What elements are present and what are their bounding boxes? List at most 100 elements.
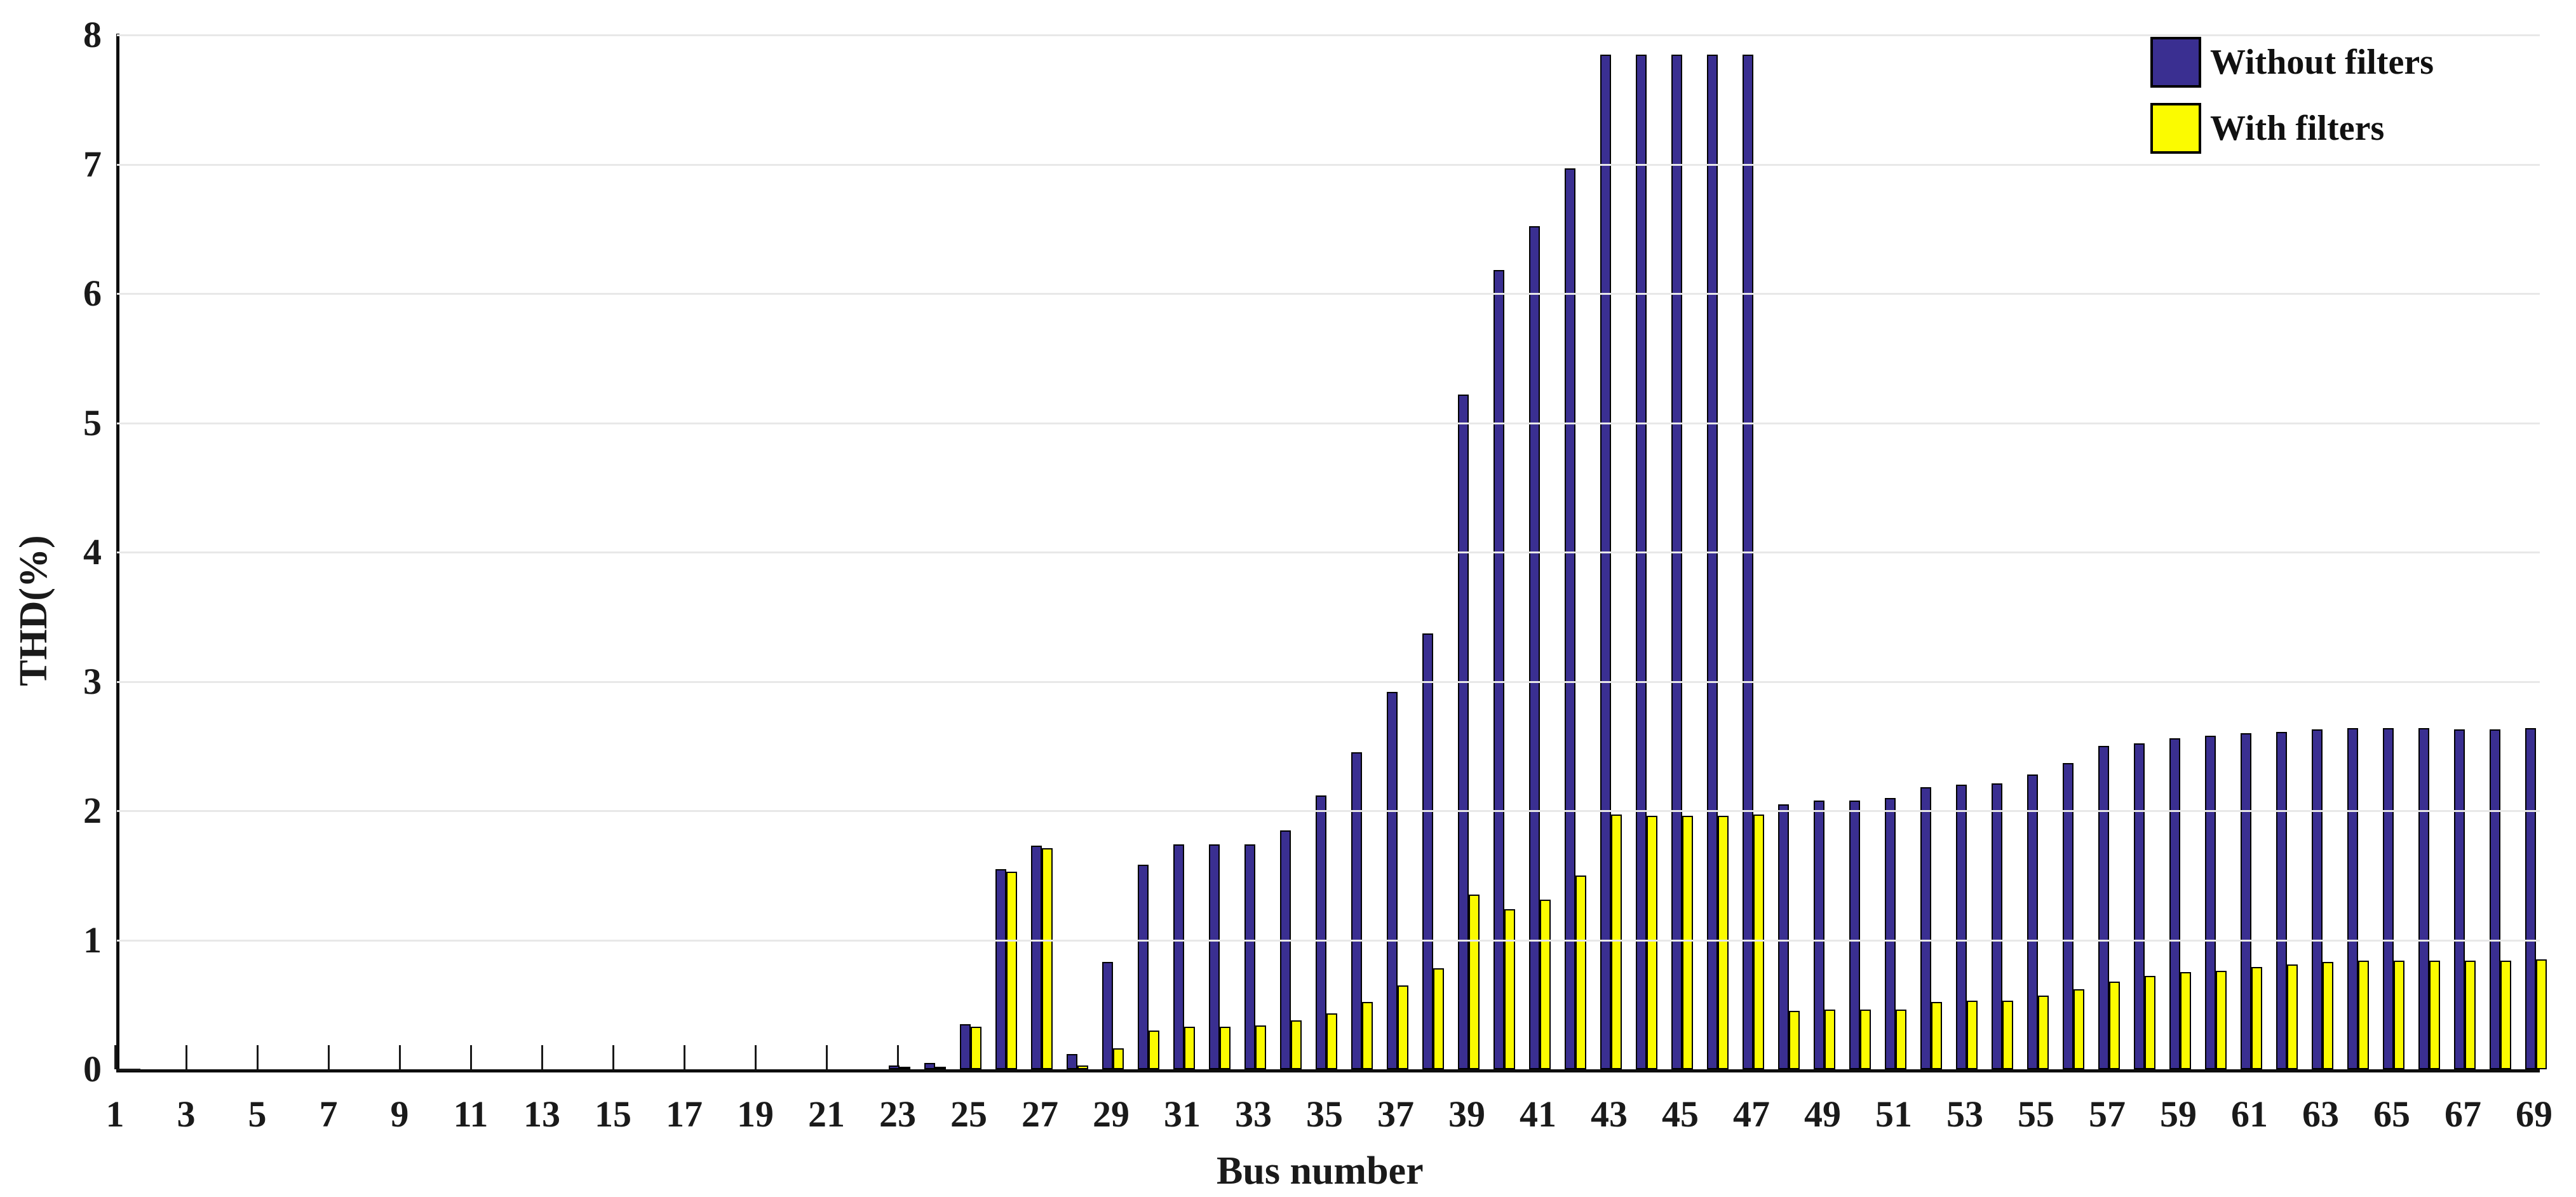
bar-without-filters-bus-45: [1671, 55, 1682, 1069]
bar-without-filters-bus-40: [1494, 270, 1504, 1069]
bar-without-filters-bus-49: [1814, 801, 1824, 1069]
bar-without-filters-bus-37: [1387, 692, 1398, 1069]
bar-without-filters-bus-33: [1244, 844, 1255, 1069]
gridline-y-1: [117, 939, 2540, 942]
bar-with-filters-bus-30: [1149, 1031, 1159, 1069]
bar-with-filters-bus-62: [2287, 964, 2298, 1069]
bar-with-filters-bus-65: [2394, 961, 2404, 1069]
x-tick-label-39: 39: [1448, 1093, 1485, 1135]
navy-square-swatch: [2150, 37, 2201, 88]
x-tick-label-7: 7: [319, 1093, 338, 1135]
x-tick-17: [684, 1045, 685, 1069]
x-tick-label-27: 27: [1022, 1093, 1058, 1135]
x-axis-line: [116, 1069, 2540, 1072]
x-tick-19: [755, 1045, 757, 1069]
x-tick-label-21: 21: [808, 1093, 845, 1135]
bar-with-filters-bus-39: [1469, 895, 1480, 1069]
gridline-y-6: [117, 293, 2540, 295]
bar-without-filters-bus-59: [2169, 738, 2180, 1069]
y-tick-label-5: 5: [83, 402, 102, 443]
bar-with-filters-bus-24: [935, 1067, 946, 1069]
bar-with-filters-bus-35: [1326, 1013, 1337, 1069]
x-tick-label-5: 5: [248, 1093, 267, 1135]
x-tick-label-3: 3: [177, 1093, 196, 1135]
bar-with-filters-bus-69: [2536, 959, 2547, 1069]
x-axis-title: Bus number: [1217, 1149, 1424, 1193]
bar-without-filters-bus-47: [1743, 55, 1753, 1069]
bar-with-filters-bus-32: [1220, 1027, 1231, 1069]
y-tick-label-7: 7: [83, 143, 102, 185]
x-tick-label-13: 13: [523, 1093, 560, 1135]
bar-without-filters-bus-31: [1173, 844, 1184, 1069]
bar-without-filters-bus-27: [1031, 846, 1042, 1069]
x-tick-label-9: 9: [390, 1093, 409, 1135]
bar-without-filters-bus-34: [1280, 830, 1291, 1069]
bar-with-filters-bus-23: [900, 1067, 910, 1069]
bar-with-filters-bus-47: [1753, 815, 1764, 1069]
bar-without-filters-bus-24: [924, 1063, 935, 1069]
x-tick-label-63: 63: [2302, 1093, 2339, 1135]
x-tick-label-65: 65: [2373, 1093, 2410, 1135]
bar-without-filters-bus-55: [2027, 774, 2038, 1069]
bar-with-filters-bus-26: [1006, 872, 1017, 1069]
bar-with-filters-bus-52: [1931, 1002, 1942, 1069]
bar-without-filters-bus-38: [1422, 633, 1433, 1069]
bar-with-filters-bus-38: [1433, 968, 1444, 1069]
x-tick-15: [612, 1045, 614, 1069]
bar-without-filters-bus-58: [2134, 743, 2145, 1069]
bar-without-filters-bus-57: [2098, 746, 2109, 1069]
bar-with-filters-bus-45: [1682, 816, 1693, 1069]
x-tick-label-45: 45: [1662, 1093, 1699, 1135]
x-tick-5: [257, 1045, 259, 1069]
y-tick-label-0: 0: [83, 1048, 102, 1090]
bar-with-filters-bus-51: [1896, 1010, 1906, 1069]
bar-without-filters-bus-54: [1992, 783, 2002, 1069]
gridline-y-5: [117, 422, 2540, 424]
bar-without-filters-bus-23: [889, 1065, 900, 1069]
x-tick-label-31: 31: [1164, 1093, 1201, 1135]
x-tick-11: [470, 1045, 472, 1069]
bar-with-filters-bus-63: [2323, 962, 2333, 1069]
x-tick-label-43: 43: [1591, 1093, 1628, 1135]
x-tick-label-55: 55: [2018, 1093, 2054, 1135]
bar-with-filters-bus-33: [1255, 1025, 1266, 1069]
bar-without-filters-bus-60: [2205, 736, 2216, 1069]
y-tick-0: [118, 1069, 140, 1071]
yellow-square-swatch: [2150, 103, 2201, 154]
x-tick-label-25: 25: [950, 1093, 987, 1135]
bar-without-filters-bus-35: [1316, 795, 1326, 1069]
bar-with-filters-bus-27: [1042, 848, 1053, 1069]
bar-with-filters-bus-58: [2145, 976, 2155, 1069]
legend-item-without-filters: Without filters: [2150, 37, 2434, 88]
bar-without-filters-bus-51: [1885, 798, 1896, 1069]
x-tick-13: [541, 1045, 543, 1069]
bar-with-filters-bus-34: [1291, 1020, 1302, 1069]
bar-with-filters-bus-61: [2251, 967, 2262, 1069]
bar-with-filters-bus-40: [1504, 909, 1515, 1069]
bar-with-filters-bus-41: [1540, 900, 1551, 1069]
bar-without-filters-bus-56: [2063, 763, 2074, 1069]
x-tick-label-67: 67: [2445, 1093, 2481, 1135]
y-tick-label-6: 6: [83, 273, 102, 314]
legend-item-with-filters: With filters: [2150, 103, 2384, 154]
gridline-y-3: [117, 680, 2540, 683]
x-tick-label-49: 49: [1804, 1093, 1841, 1135]
y-tick-label-4: 4: [83, 531, 102, 572]
bar-with-filters-bus-36: [1362, 1002, 1373, 1069]
gridline-y-4: [117, 551, 2540, 553]
x-tick-label-33: 33: [1235, 1093, 1272, 1135]
bar-with-filters-bus-28: [1077, 1065, 1088, 1069]
gridline-y-7: [117, 163, 2540, 166]
bar-with-filters-bus-31: [1184, 1027, 1195, 1069]
x-tick-label-17: 17: [666, 1093, 703, 1135]
bar-with-filters-bus-37: [1398, 985, 1408, 1069]
x-tick-9: [399, 1045, 401, 1069]
bar-without-filters-bus-64: [2347, 728, 2358, 1069]
bar-with-filters-bus-25: [971, 1027, 981, 1069]
bar-without-filters-bus-36: [1351, 752, 1362, 1069]
bar-without-filters-bus-39: [1458, 395, 1469, 1069]
y-axis-title: THD(%): [12, 535, 55, 686]
bar-with-filters-bus-42: [1575, 876, 1586, 1069]
bar-with-filters-bus-48: [1789, 1011, 1800, 1069]
